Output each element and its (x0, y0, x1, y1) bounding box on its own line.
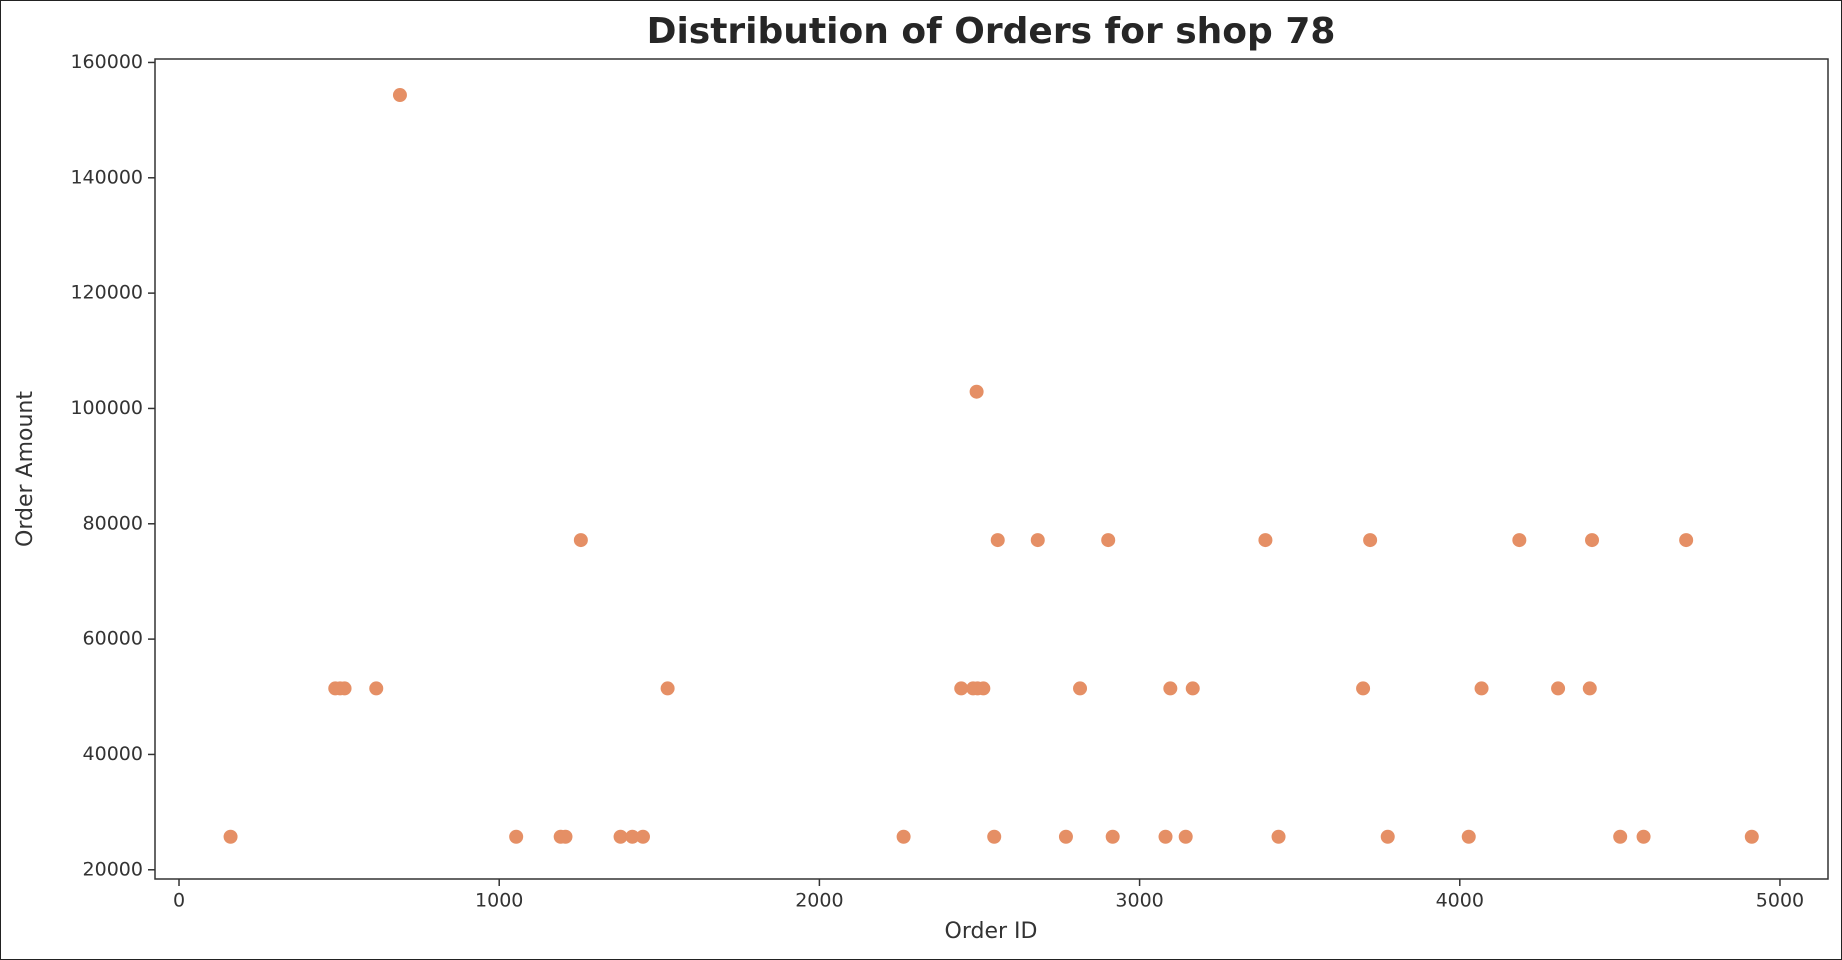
point (369, 681, 384, 696)
point (625, 829, 640, 844)
y-tick-label: 100000 (70, 397, 143, 419)
point (1185, 681, 1200, 696)
point (1613, 829, 1628, 844)
point (573, 533, 588, 548)
point (1744, 829, 1759, 844)
point (1363, 533, 1378, 548)
point (1512, 533, 1527, 548)
x-tick-label: 2000 (795, 890, 843, 912)
point (1271, 829, 1286, 844)
point (987, 829, 1002, 844)
point (660, 681, 675, 696)
point (1158, 829, 1173, 844)
point (954, 681, 969, 696)
point (558, 829, 573, 844)
point (392, 88, 407, 103)
x-tick-label: 0 (173, 890, 185, 912)
y-tick-label: 80000 (83, 512, 143, 534)
y-tick-label: 140000 (70, 166, 143, 188)
y-tick-label: 60000 (83, 628, 143, 650)
y-tick-label: 120000 (70, 282, 143, 304)
x-tick-label: 5000 (1756, 890, 1804, 912)
y-axis-label: Order Amount (13, 391, 38, 547)
point (1679, 533, 1694, 548)
y-tick-label: 20000 (83, 858, 143, 880)
point (1461, 829, 1476, 844)
x-tick-label: 1000 (475, 890, 523, 912)
point (1636, 829, 1651, 844)
point (1474, 681, 1489, 696)
point (990, 533, 1005, 548)
chart-title: Distribution of Orders for shop 78 (647, 11, 1336, 52)
y-tick-label: 160000 (70, 51, 143, 73)
point (1380, 829, 1395, 844)
point (1073, 681, 1088, 696)
point (1058, 829, 1073, 844)
point (1163, 681, 1178, 696)
plot-area (154, 58, 1829, 880)
point (1178, 829, 1193, 844)
point (337, 681, 352, 696)
point (1582, 681, 1597, 696)
point (1258, 533, 1273, 548)
x-axis-label: Order ID (945, 919, 1038, 944)
point (976, 681, 991, 696)
point (1030, 533, 1045, 548)
point (969, 384, 984, 399)
point (1585, 533, 1600, 548)
x-tick-label: 3000 (1115, 890, 1163, 912)
point (1101, 533, 1116, 548)
point (613, 829, 628, 844)
point (1356, 681, 1371, 696)
y-tick-label: 40000 (83, 743, 143, 765)
point (509, 829, 524, 844)
point (223, 829, 238, 844)
x-tick-label: 4000 (1436, 890, 1484, 912)
point (1551, 681, 1566, 696)
point (635, 829, 650, 844)
point (1105, 829, 1120, 844)
point (896, 829, 911, 844)
